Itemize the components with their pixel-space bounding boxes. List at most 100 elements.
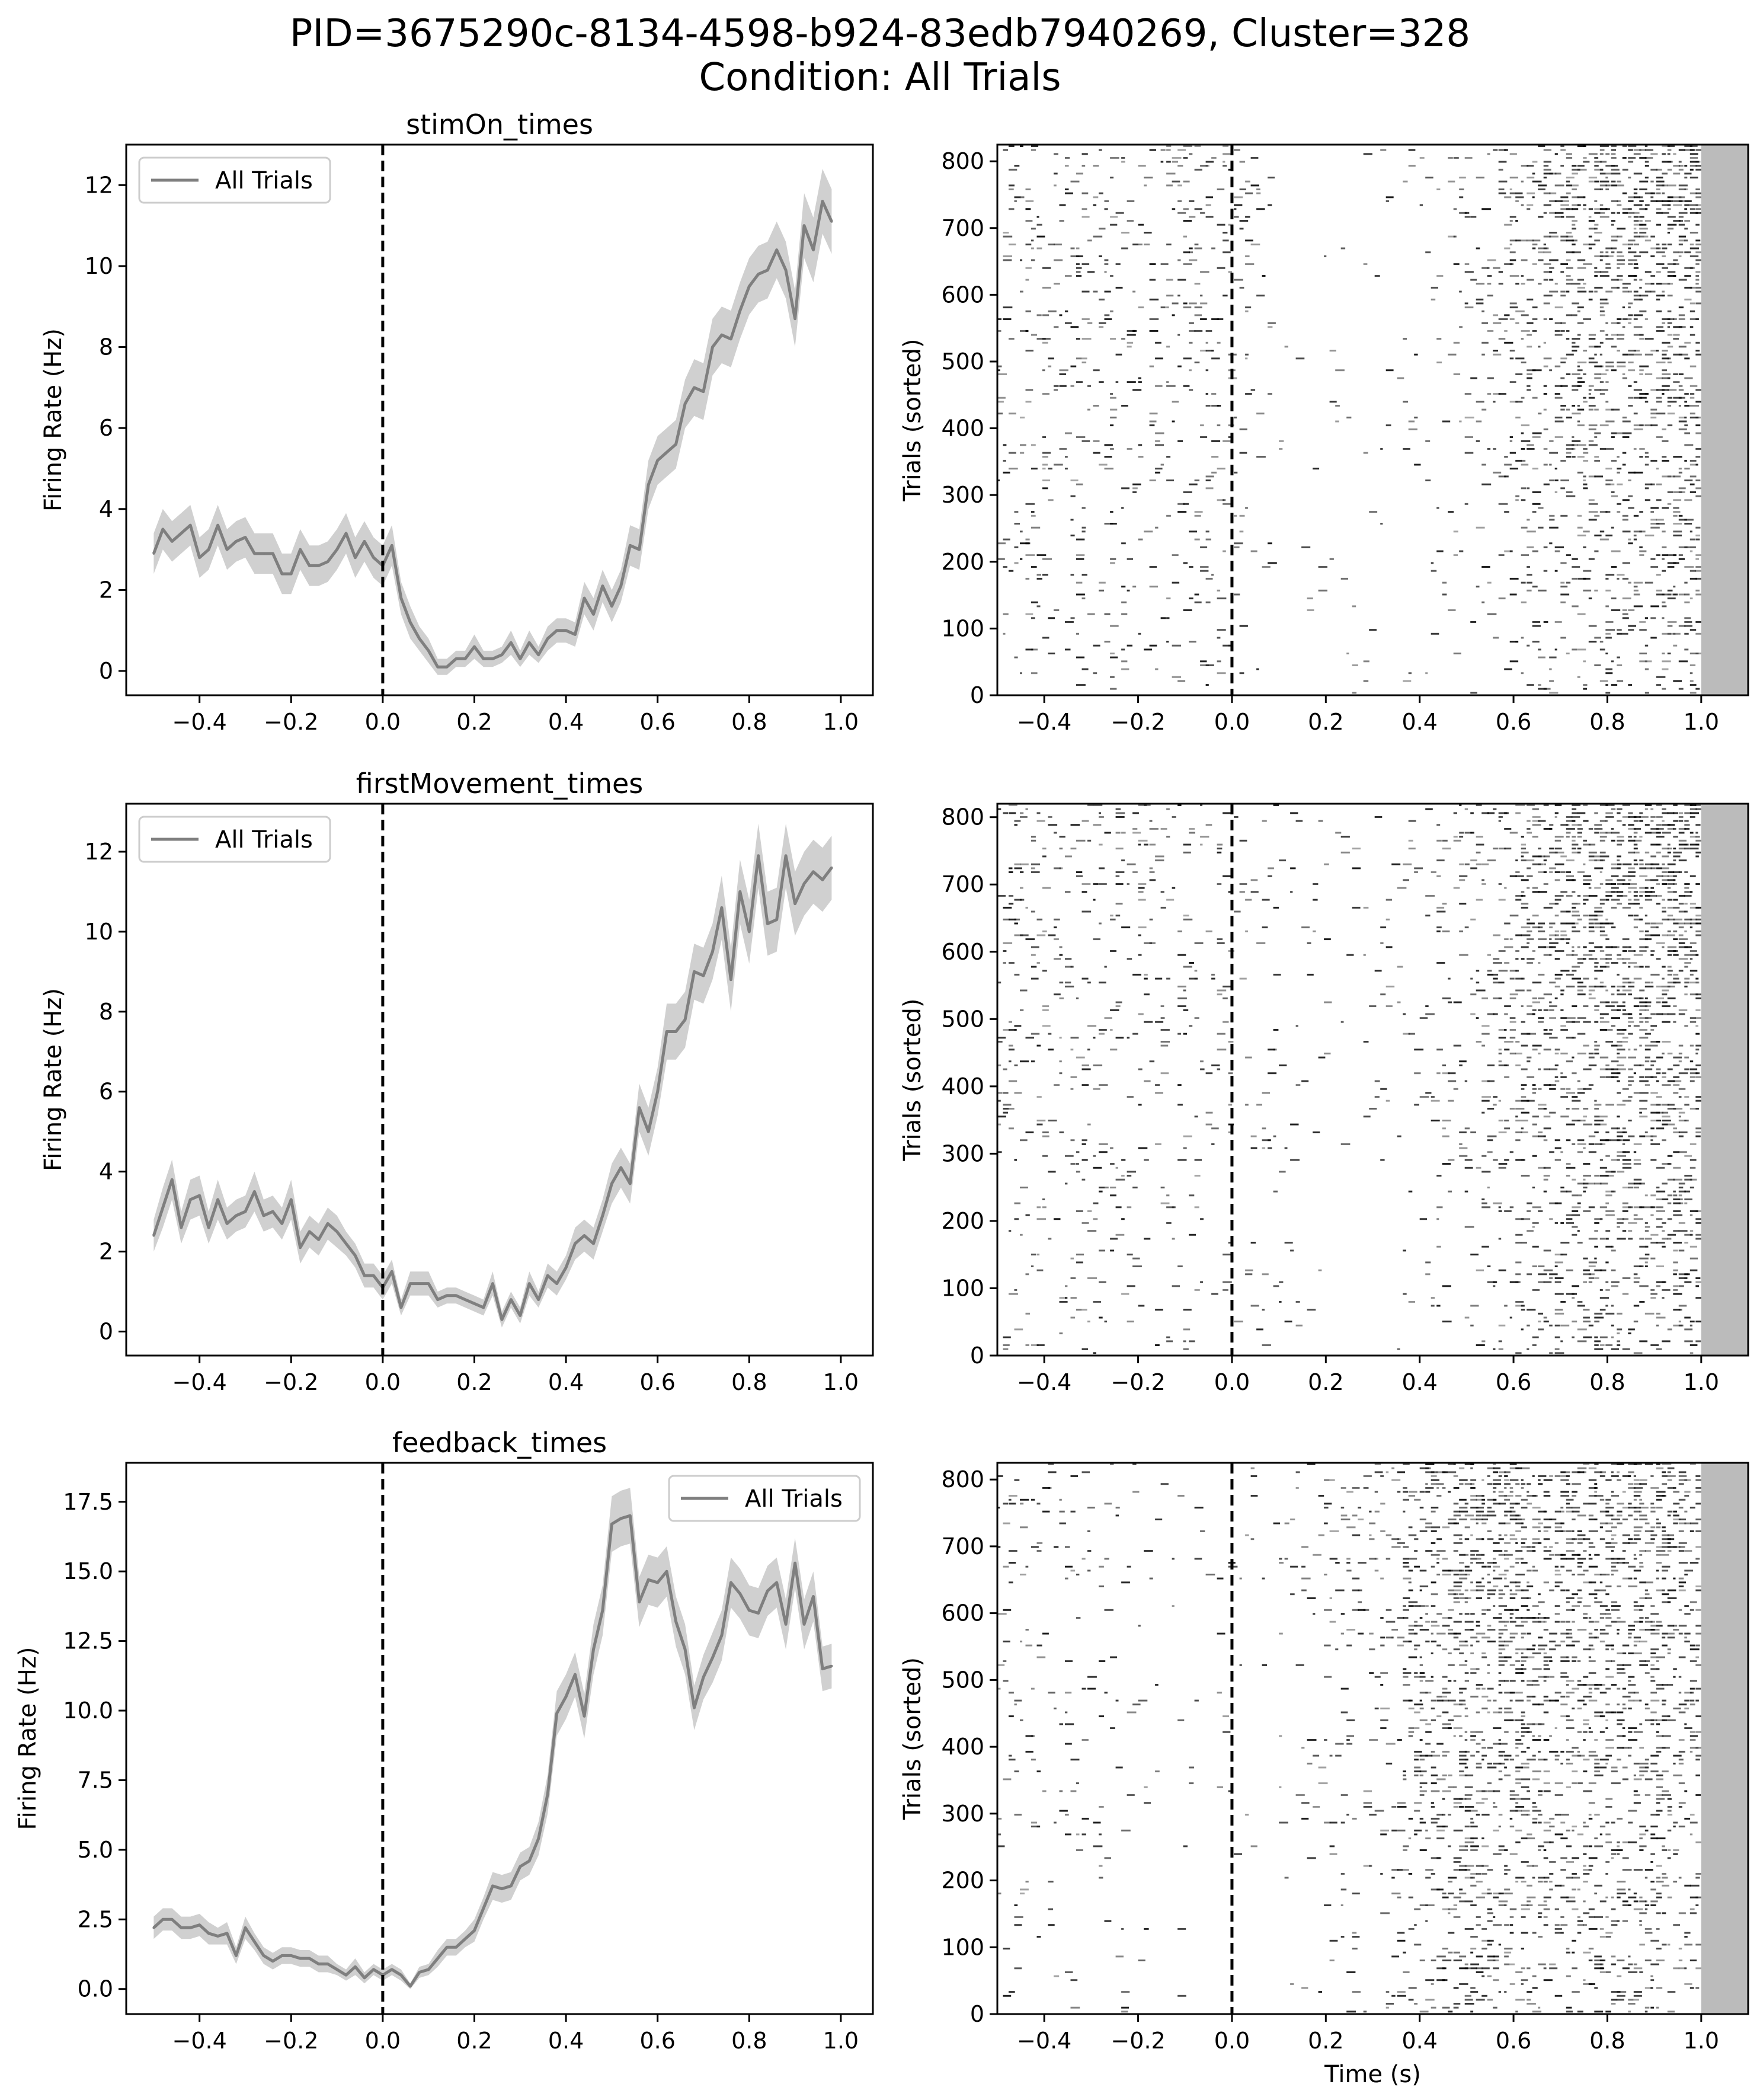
spike-tick	[1470, 859, 1477, 862]
spike-tick	[1684, 581, 1688, 584]
spike-tick	[1633, 149, 1641, 151]
spike-tick	[1268, 867, 1274, 870]
spike-tick	[1273, 906, 1279, 909]
spike-tick	[1689, 365, 1697, 367]
spike-tick	[1611, 566, 1617, 568]
data-point	[510, 1884, 513, 1887]
spike-tick	[1628, 243, 1634, 245]
spike-tick	[1476, 970, 1480, 972]
spike-tick	[1554, 1139, 1560, 1142]
spike-tick	[1639, 369, 1644, 372]
spike-tick	[1504, 475, 1509, 478]
spike-tick	[1459, 1064, 1463, 1066]
spike-tick	[1093, 938, 1100, 941]
spike-tick	[1644, 239, 1652, 242]
spike-tick	[1644, 290, 1652, 293]
spike-tick	[1689, 1178, 1697, 1181]
data-point	[546, 637, 549, 640]
spike-tick	[1284, 1147, 1288, 1149]
spike-tick	[1093, 824, 1102, 826]
spike-tick	[1673, 848, 1676, 850]
spike-tick	[1527, 1896, 1536, 1898]
spike-tick	[1566, 1214, 1572, 1216]
spike-tick	[1639, 511, 1643, 513]
spike-tick	[1487, 259, 1496, 261]
spike-tick	[1695, 1052, 1698, 1054]
data-point	[317, 1962, 320, 1965]
spike-tick	[1577, 989, 1583, 992]
spike-tick	[1532, 1226, 1535, 1228]
spike-tick	[1622, 950, 1627, 952]
spike-tick	[1639, 1238, 1644, 1240]
spike-tick	[1617, 812, 1621, 814]
spike-tick	[1493, 149, 1498, 151]
spike-tick	[1684, 918, 1692, 920]
spike-tick	[1380, 993, 1386, 996]
spike-tick	[1611, 1924, 1618, 1926]
spike-tick	[1228, 1131, 1233, 1133]
spike-tick	[1189, 483, 1198, 485]
spike-tick	[1414, 416, 1418, 418]
spike-tick	[1577, 1182, 1585, 1185]
spike-tick	[1678, 200, 1684, 202]
spike-tick	[1521, 1932, 1528, 1934]
y-tick-label: 300	[941, 1140, 984, 1166]
spike-tick	[1217, 1049, 1227, 1051]
spike-tick	[1521, 259, 1528, 261]
spike-tick	[1678, 848, 1686, 850]
spike-tick	[1515, 1052, 1522, 1054]
spike-tick	[1605, 401, 1609, 403]
spike-tick	[1656, 177, 1663, 179]
spike-tick	[1622, 875, 1628, 877]
spike-tick	[1099, 1281, 1106, 1283]
spike-tick	[1481, 812, 1489, 814]
spike-tick	[1481, 208, 1491, 210]
spike-tick	[1397, 1348, 1400, 1350]
spike-tick	[1543, 863, 1546, 865]
spike-tick	[1689, 267, 1695, 269]
spike-tick	[1110, 625, 1119, 627]
spike-tick	[1509, 970, 1518, 972]
spike-tick	[1121, 232, 1129, 234]
data-point	[363, 540, 366, 543]
spike-tick	[1622, 1001, 1625, 1003]
spike-tick	[1166, 641, 1169, 643]
y-axis-label: Firing Rate (Hz)	[40, 988, 67, 1171]
spike-tick	[1611, 1955, 1616, 1958]
data-point	[519, 1314, 521, 1317]
spike-tick	[1662, 247, 1668, 250]
spike-tick	[1549, 1029, 1553, 1031]
spike-tick	[1476, 1916, 1481, 1918]
spike-tick	[1639, 1900, 1647, 1903]
spike-tick	[1453, 1960, 1463, 1961]
spike-tick	[1014, 1025, 1022, 1027]
spike-tick	[1493, 1955, 1499, 1958]
spike-tick	[1110, 676, 1115, 678]
spike-tick	[1149, 843, 1156, 846]
spike-tick	[1656, 804, 1662, 806]
spike-tick	[1639, 196, 1643, 199]
spike-tick	[1628, 149, 1633, 151]
spike-tick	[1245, 930, 1248, 932]
post-window-region	[1701, 145, 1748, 695]
spike-tick	[1177, 184, 1182, 187]
spike-tick	[1419, 1960, 1425, 1961]
spike-tick	[1611, 286, 1619, 289]
data-point	[720, 334, 723, 337]
spike-tick	[1594, 459, 1601, 462]
spike-tick	[1684, 286, 1692, 289]
spike-tick	[1476, 899, 1483, 901]
spike-tick	[1599, 839, 1605, 842]
spike-tick	[1527, 546, 1534, 548]
spike-tick	[1217, 223, 1225, 226]
spike-tick	[1611, 483, 1615, 485]
spike-tick	[1521, 879, 1529, 881]
spike-tick	[1583, 1316, 1590, 1319]
spike-tick	[1566, 373, 1571, 375]
spike-tick	[1200, 436, 1208, 438]
spike-tick	[1099, 326, 1104, 328]
spike-tick	[1521, 1033, 1531, 1035]
spike-tick	[1689, 153, 1698, 155]
spike-tick	[1138, 223, 1144, 226]
spike-tick	[1527, 487, 1530, 490]
